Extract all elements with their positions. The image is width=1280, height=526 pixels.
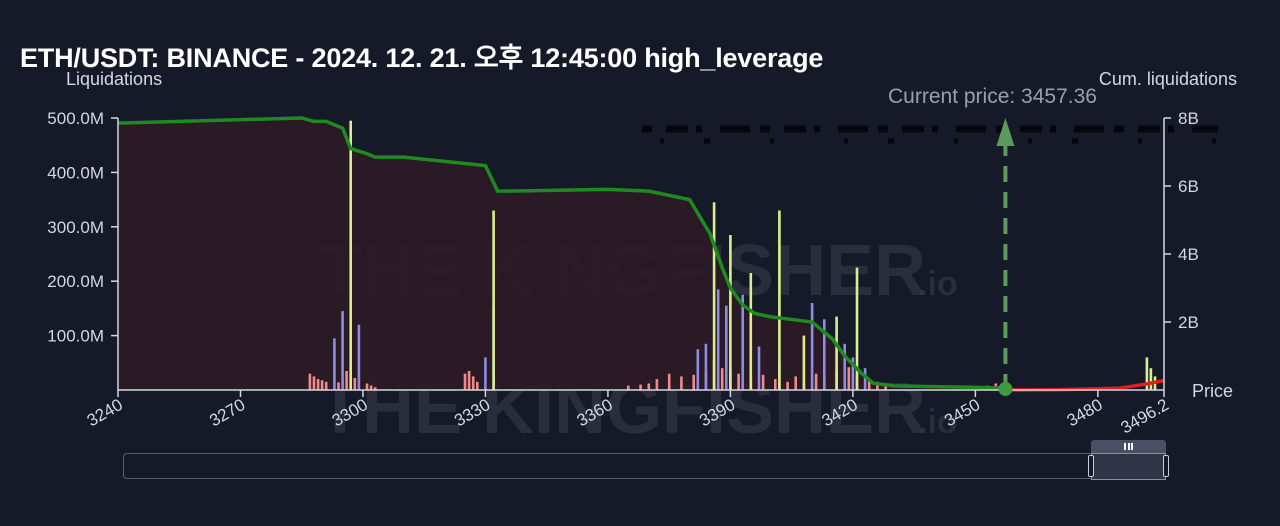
range-slider-window[interactable] [1088,440,1169,482]
bar-long-liquidations [369,385,373,390]
bar-long-liquidations [373,387,377,390]
cumulative-line-left [117,116,1006,391]
bar-long-liquidations [867,380,871,390]
bar-short-liquidations [484,357,487,390]
cumulative-line-right [1005,378,1165,392]
bar-long-liquidations [786,381,789,390]
bar-long-liquidations [476,381,479,390]
bar-high-bars [835,316,838,390]
left-tick-label: 100.0M [47,327,104,346]
bar-long-liquidations [692,374,695,390]
x-tick-label: 3240 [84,395,126,430]
left-tick-label: 500.0M [47,109,104,128]
x-tick-label: 3480 [1064,395,1106,430]
bar-high-bars [749,273,753,390]
bar-short-liquidations [863,368,867,390]
x-axis-label: Price [1192,381,1233,401]
bar-short-liquidations [357,324,361,390]
bar-high-bars [729,235,732,390]
bar-long-liquidations [320,380,324,390]
bar-short-liquidations [333,338,336,390]
left-axis-ticks: 500.0M 400.0M 300.0M 200.0M 100.0M [47,109,118,346]
bar-long-liquidations [337,382,340,390]
bar-long-liquidations [467,371,471,390]
bar-high-bars [349,120,352,390]
bar-short-liquidations [341,311,344,390]
current-price-label: Current price: 3457.36 [888,85,1097,108]
bar-long-liquidations [761,374,765,390]
bar-short-liquidations [725,305,728,390]
range-slider-right-handle[interactable] [1163,455,1169,477]
bar-short-liquidations [823,319,826,390]
bar-long-liquidations [655,379,659,390]
bar-high-bars [802,335,806,390]
bar-high-bars [778,210,781,390]
bar-long-liquidations [627,385,630,390]
bar-short-liquidations [843,343,846,390]
left-axis-label: Liquidations [66,69,162,89]
bar-long-liquidations [667,373,671,390]
left-tick-label: 300.0M [47,218,104,237]
left-tick-label: 400.0M [47,163,104,182]
bar-long-liquidations [316,379,320,390]
range-slider-grip-tab[interactable] [1091,440,1166,453]
bar-long-liquidations [847,367,851,390]
bar-short-liquidations [696,349,700,390]
left-tick-label: 200.0M [47,272,104,291]
bar-long-liquidations [308,373,312,390]
bar-long-liquidations [312,376,316,390]
bar-long-liquidations [353,378,357,390]
bar-long-liquidations [814,373,818,390]
x-tick-label: 3270 [206,395,248,430]
bar-long-liquidations [345,371,348,390]
cumulative-area [118,118,1006,390]
bar-long-liquidations [737,373,740,390]
watermark-suffix-2: .io [918,403,958,441]
right-tick-label: 6B [1178,177,1199,196]
grip-icon [1124,443,1133,450]
bar-short-liquidations [741,294,744,390]
bar-long-liquidations [680,376,683,390]
bar-short-liquidations [716,289,720,390]
x-tick-label: 3450 [941,395,983,430]
bar-high-bars [1145,357,1149,390]
bar-high-bars [492,210,495,390]
right-axis-label: Cum. liquidations [1099,69,1237,89]
bar-high-bars [712,202,716,390]
chart-title: ETH/USDT: BINANCE - 2024. 12. 21. 오후 12:… [20,43,824,73]
bar-long-liquidations [884,384,887,390]
range-slider-track[interactable] [123,453,1166,479]
bar-long-liquidations [876,381,879,390]
right-tick-label: 8B [1178,109,1199,128]
bar-high-bars [855,267,859,390]
right-tick-label: 2B [1178,313,1199,332]
x-tick-label: 3496.2 [1117,395,1172,437]
current-price-marker: Current price: 3457.36 [888,85,1097,396]
bar-short-liquidations [851,357,855,390]
bar-short-liquidations [704,343,708,390]
bar-short-liquidations [757,346,761,390]
bar-long-liquidations [720,368,724,390]
range-slider-left-handle[interactable] [1088,455,1094,477]
watermark-suffix: .io [918,265,958,303]
bar-long-liquidations [794,376,797,390]
bars [308,120,1157,390]
range-slider-selection[interactable] [1091,453,1166,480]
bar-long-liquidations [324,381,328,390]
bar-long-liquidations [647,383,651,390]
bar-long-liquidations [365,383,369,390]
bar-high-bars [1149,368,1153,390]
current-price-dot [998,382,1013,396]
bar-short-liquidations [810,303,814,390]
current-price-arrow [996,118,1015,146]
right-axis-ticks: 8B 6B 4B 2B [1164,109,1199,332]
bar-long-liquidations [639,384,642,390]
cumulative-area-fill [118,118,1006,390]
bar-long-liquidations [774,379,777,390]
bar-long-liquidations [471,376,475,390]
right-tick-label: 4B [1178,245,1199,264]
bar-long-liquidations [463,373,467,390]
